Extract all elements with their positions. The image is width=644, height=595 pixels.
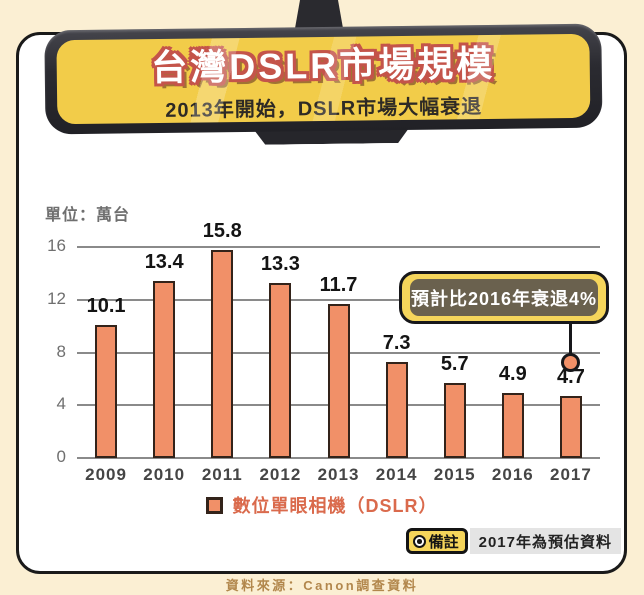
page-subtitle: 2013年開始，DSLR市場大幅衰退 [165,96,483,122]
gridline-16 [77,246,600,248]
bar-value-label-2015: 5.7 [440,352,469,375]
bar-value-label-2011: 15.8 [202,219,242,242]
data-source: 資料來源：Canon調查資料 [225,578,419,593]
rearview-mirror: 台灣DSLR市場規模 2013年開始，DSLR市場大幅衰退 [44,23,603,153]
bar-value-label-2012: 13.3 [260,252,300,275]
bar-2014 [385,361,408,458]
y-tick-label-16: 16 [47,236,66,255]
bar-2016 [501,393,524,458]
bar-value-label-2010: 13.4 [144,251,184,274]
bar-2009 [95,324,118,458]
y-tick-label-12: 12 [47,288,66,308]
x-tick-label-2014: 2014 [375,465,418,484]
page-title: 台灣DSLR市場規模 [150,42,496,89]
gridline-0 [77,457,600,459]
annotation-point-marker [561,353,580,372]
x-tick-label-2009: 2009 [85,465,127,484]
y-tick-label-0: 0 [56,447,66,466]
note-badge-label: 備註 [428,533,459,551]
legend-label: 數位單眼相機（DSLR） [232,496,438,516]
x-tick-label-2012: 2012 [259,465,302,484]
footnote-row: 備註 2017年為預估資料 [405,528,621,554]
bar-value-label-2017: 4.7 [557,366,585,389]
gridline-12 [77,298,600,301]
bar-2011 [211,249,234,458]
y-tick-label-4: 4 [56,394,66,414]
x-tick-label-2015: 2015 [433,465,476,484]
annotation-callout: 預計比2016年衰退4% [399,271,609,324]
bar-value-label-2009: 10.1 [86,294,126,317]
bar-2013 [327,303,350,458]
plot-area: 10.1 13.4 15.8 13.3 11.7 7.3 5.7 4.9 4.7 [77,220,600,459]
mirror-frame: 台灣DSLR市場規模 2013年開始，DSLR市場大幅衰退 [44,23,603,135]
annotation-leader-line [569,323,572,356]
y-axis: 0 4 8 12 16 [28,236,66,466]
bar-2010 [153,281,176,458]
legend-swatch-icon [205,496,223,514]
bar-value-label-2013: 11.7 [319,273,358,296]
x-axis: 2009 2010 2011 2012 2013 2014 2015 2016 2017 [77,458,600,488]
mirror-glass: 台灣DSLR市場規模 2013年開始，DSLR市場大幅衰退 [56,33,591,125]
bar-value-label-2014: 7.3 [382,331,411,354]
bar-value-label-2016: 4.9 [498,363,527,386]
x-tick-label-2017: 2017 [550,465,592,484]
legend: 數位單眼相機（DSLR） [16,492,627,518]
y-axis-unit-label: 單位：萬台 [45,207,131,224]
note-bullseye-icon [412,534,426,548]
x-tick-label-2016: 2016 [491,465,534,484]
note-text: 2017年為預估資料 [469,528,621,554]
bar-2015 [443,382,466,458]
x-tick-label-2013: 2013 [317,465,360,484]
x-tick-label-2011: 2011 [201,465,243,484]
y-tick-label-8: 8 [56,341,66,361]
bar-2012 [269,282,292,458]
x-tick-label-2010: 2010 [143,465,186,484]
bar-2017 [559,396,582,458]
note-badge: 備註 [405,528,468,554]
annotation-text: 預計比2016年衰退4% [410,279,598,316]
